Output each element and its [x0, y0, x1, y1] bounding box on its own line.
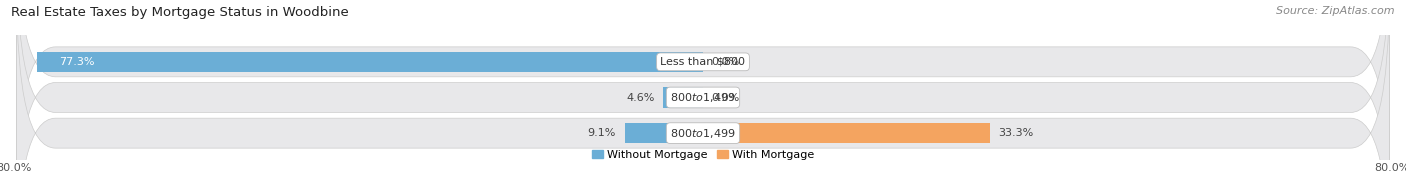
Bar — [38, 51, 703, 72]
FancyBboxPatch shape — [17, 0, 1389, 195]
Text: 77.3%: 77.3% — [59, 57, 94, 67]
Bar — [624, 123, 703, 144]
Text: Source: ZipAtlas.com: Source: ZipAtlas.com — [1277, 6, 1395, 16]
FancyBboxPatch shape — [17, 0, 1389, 195]
Text: 0.0%: 0.0% — [711, 57, 740, 67]
Text: 4.6%: 4.6% — [627, 92, 655, 103]
Text: $800 to $1,499: $800 to $1,499 — [671, 91, 735, 104]
Text: 0.0%: 0.0% — [711, 92, 740, 103]
Legend: Without Mortgage, With Mortgage: Without Mortgage, With Mortgage — [588, 145, 818, 164]
Bar — [703, 123, 990, 144]
Text: 33.3%: 33.3% — [998, 128, 1033, 138]
Text: Real Estate Taxes by Mortgage Status in Woodbine: Real Estate Taxes by Mortgage Status in … — [11, 6, 349, 19]
Bar — [664, 87, 703, 108]
Text: Less than $800: Less than $800 — [661, 57, 745, 67]
FancyBboxPatch shape — [17, 0, 1389, 195]
Text: $800 to $1,499: $800 to $1,499 — [671, 127, 735, 140]
Text: 9.1%: 9.1% — [588, 128, 616, 138]
